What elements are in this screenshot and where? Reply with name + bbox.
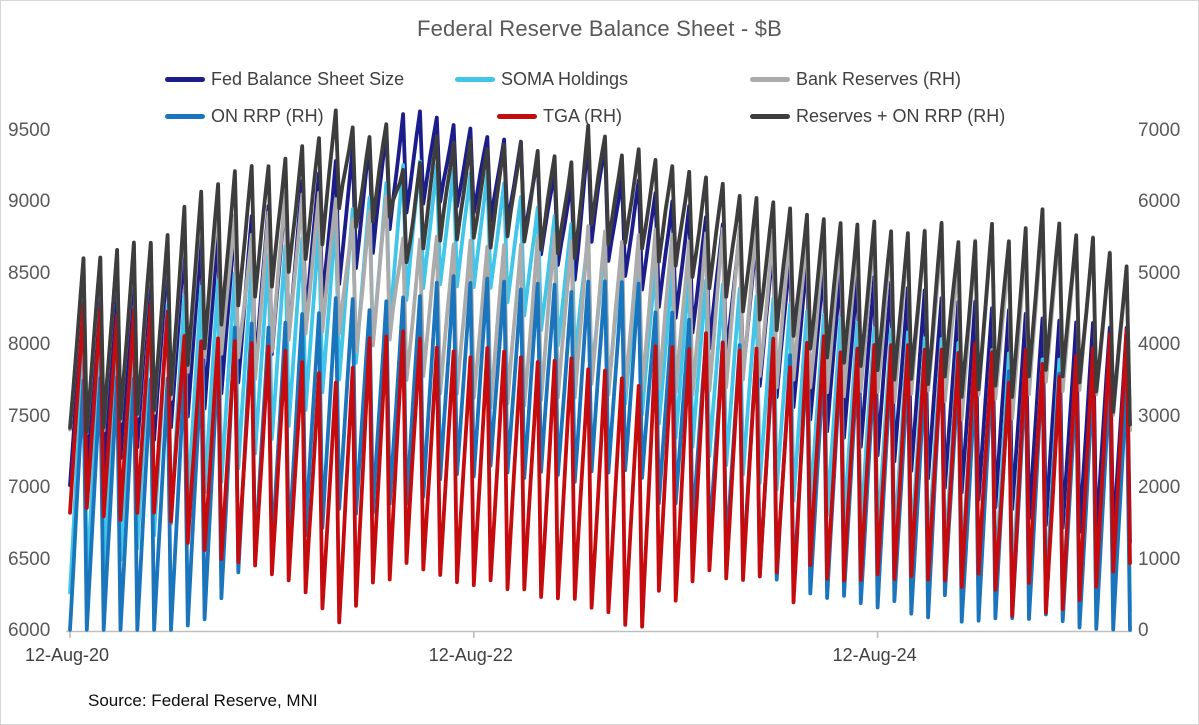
x-axis-tick-label: 12-Aug-20 (24, 645, 110, 665)
legend-label: Bank Reserves (RH) (796, 68, 962, 89)
legend-label: SOMA Holdings (501, 68, 629, 89)
left-axis-tick-label: 7000 (8, 477, 51, 499)
x-axis-tick-label: 12-Aug-24 (832, 645, 917, 665)
legend-label: Reserves + ON RRP (RH) (796, 105, 1006, 126)
legend-swatch-icon (750, 113, 790, 119)
legend-item: Bank Reserves (RH) (750, 67, 961, 91)
series-line-tga-rh (68, 301, 1132, 629)
left-axis-tick-label: 8000 (8, 334, 51, 356)
series-line-reserves-on-rrp-rh (68, 108, 1132, 434)
right-axis-tick-label: 5000 (1138, 262, 1181, 284)
legend-swatch-icon (455, 76, 495, 82)
right-axis-tick-label: 0 (1138, 620, 1149, 641)
legend-item: Fed Balance Sheet Size (165, 67, 404, 91)
source-note: Source: Federal Reserve, MNI (88, 691, 318, 710)
right-axis-tick-label: 4000 (1138, 334, 1181, 356)
legend-swatch-icon (165, 113, 205, 119)
legend-label: TGA (RH) (543, 105, 622, 126)
legend-item: TGA (RH) (497, 104, 622, 128)
legend-label: Fed Balance Sheet Size (211, 68, 405, 89)
left-axis-tick-label: 8500 (8, 262, 51, 284)
legend-item: ON RRP (RH) (165, 104, 324, 128)
legend-item: SOMA Holdings (455, 67, 628, 91)
legend-swatch-icon (497, 113, 537, 119)
right-axis-tick-label: 1000 (1138, 548, 1181, 570)
left-axis-tick-label: 6000 (8, 620, 51, 641)
left-axis-tick-label: 9000 (8, 191, 51, 213)
legend-item: Reserves + ON RRP (RH) (750, 104, 1005, 128)
left-axis-tick-label: 6500 (8, 548, 51, 570)
series-line-bank-reserves-rh (68, 190, 1132, 435)
chart-title: Federal Reserve Balance Sheet - $B (416, 16, 783, 41)
x-axis-tick-label: 12-Aug-22 (428, 645, 513, 665)
legend-label: ON RRP (RH) (211, 105, 324, 126)
left-axis-tick-label: 7500 (8, 405, 51, 427)
left-axis-tick-label: 9500 (8, 120, 51, 141)
right-axis-tick-label: 7000 (1138, 120, 1181, 141)
right-axis-tick-label: 6000 (1138, 191, 1181, 213)
legend-swatch-icon (750, 76, 790, 82)
right-axis-tick-label: 2000 (1138, 477, 1181, 499)
legend-swatch-icon (165, 76, 205, 82)
right-axis-tick-label: 3000 (1138, 405, 1181, 427)
